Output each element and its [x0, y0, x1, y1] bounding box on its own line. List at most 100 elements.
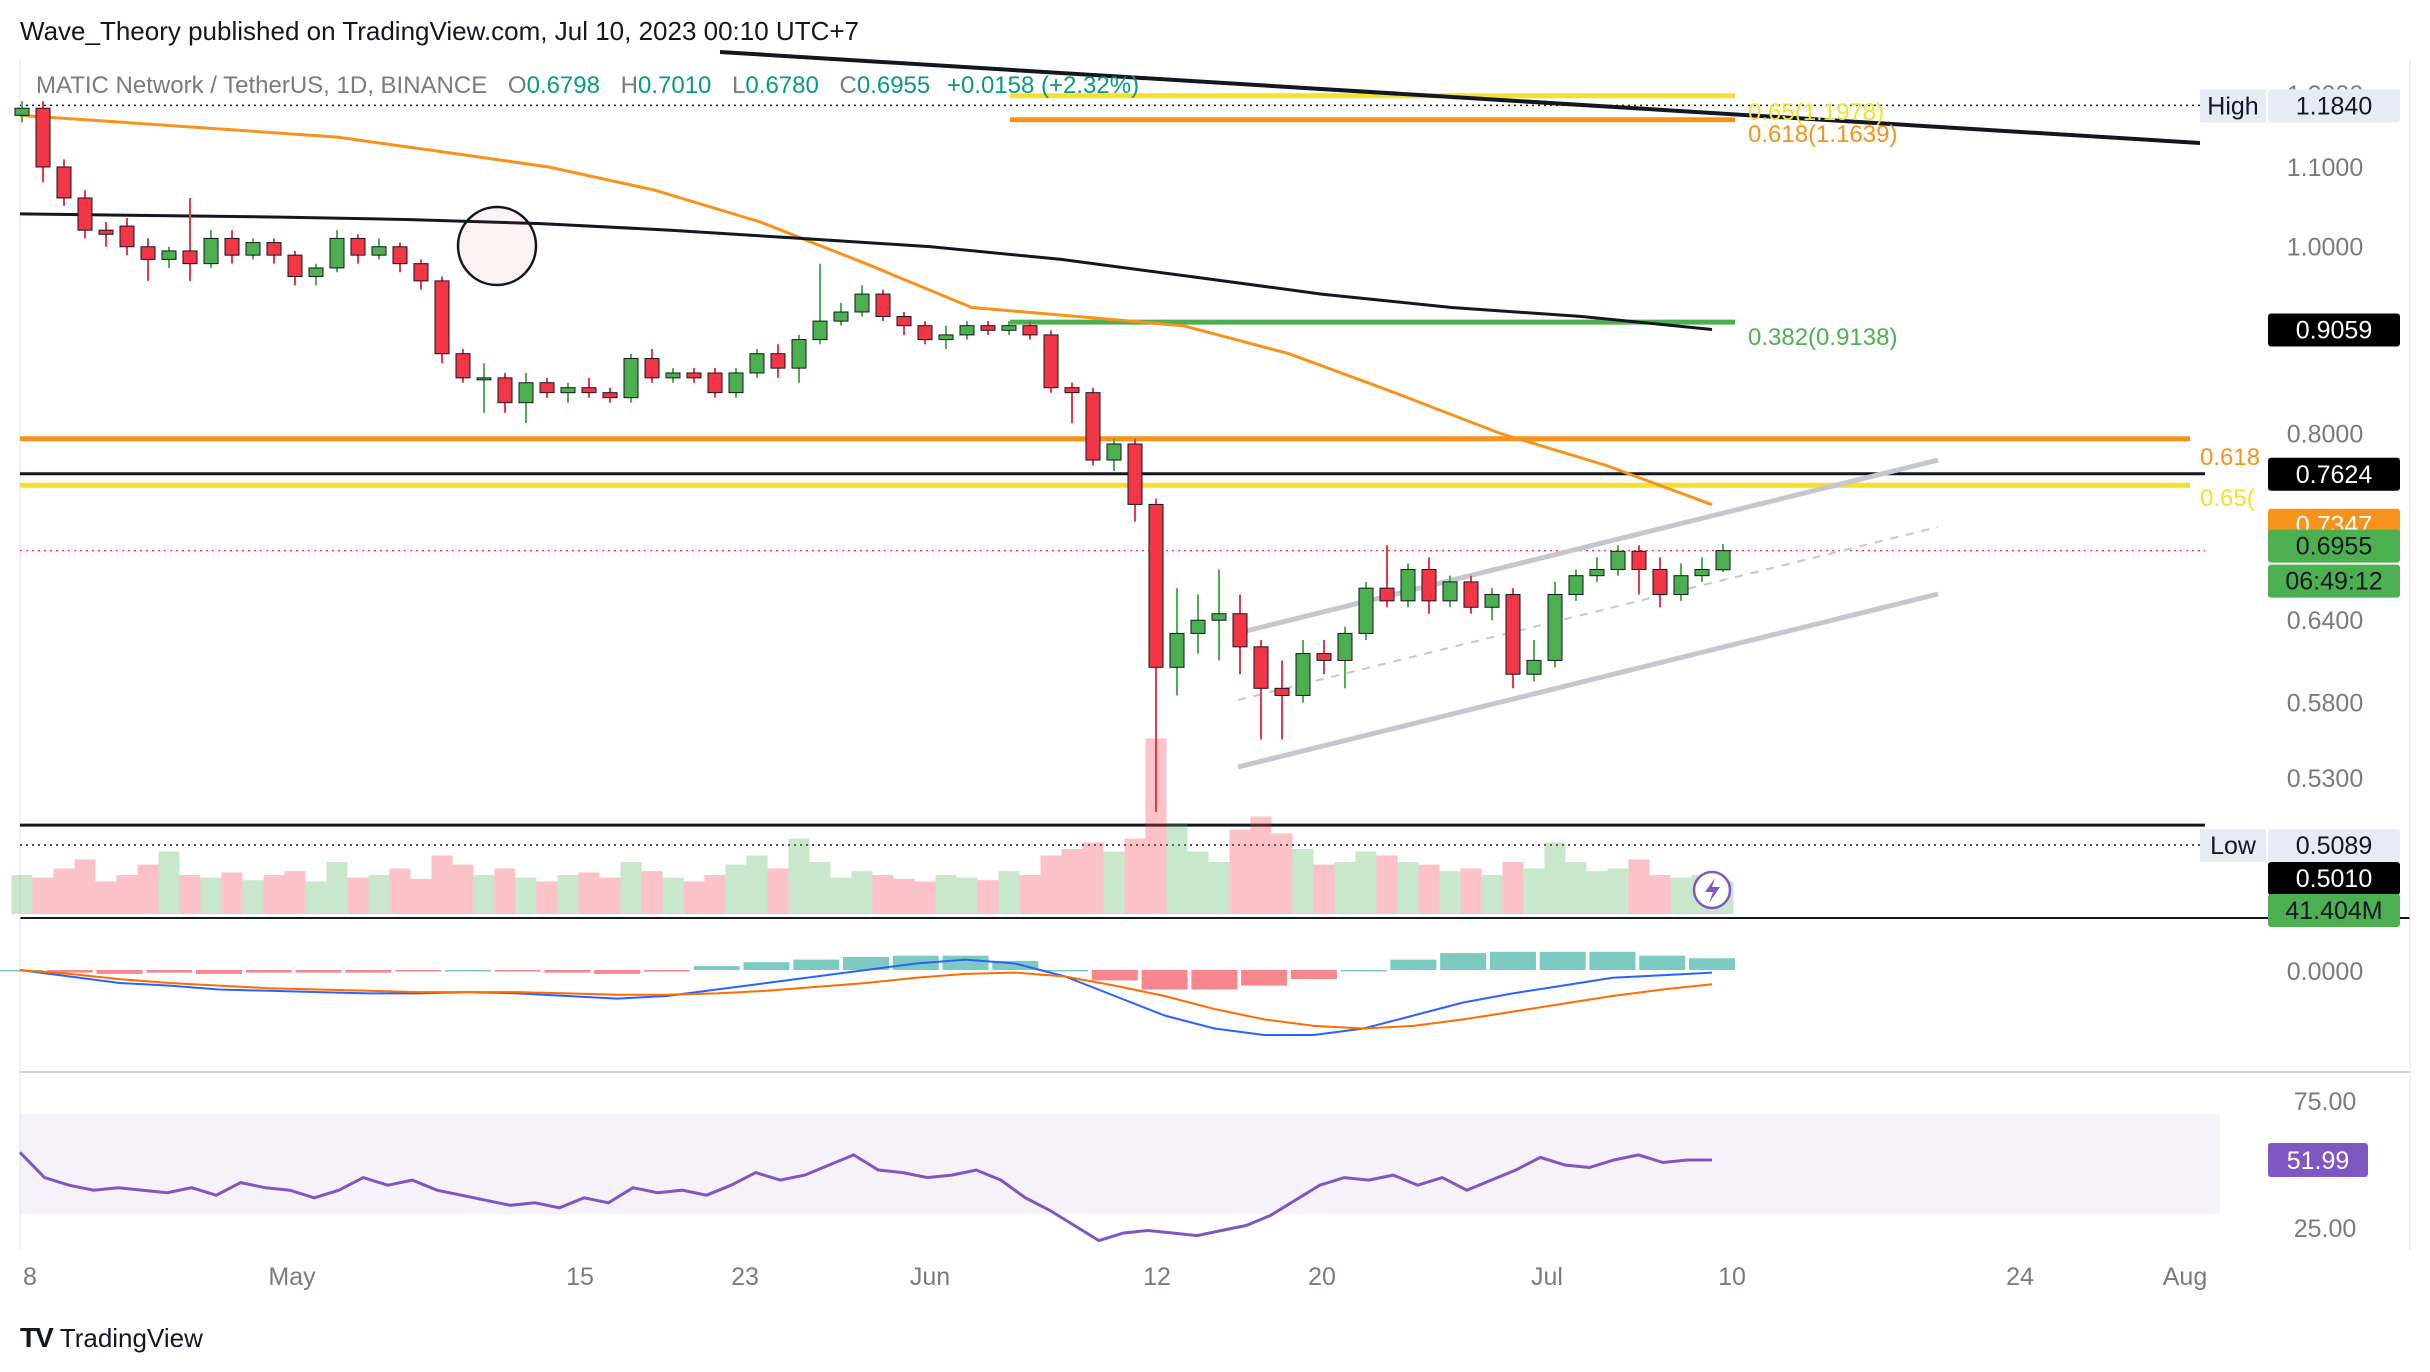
volume-bar	[935, 875, 957, 914]
volume-bar	[998, 871, 1020, 914]
volume-bar	[1103, 851, 1125, 914]
volume-bar	[95, 881, 117, 914]
volume-bar	[956, 877, 978, 914]
candle-body	[1673, 575, 1689, 595]
price-tag-value: 0.6955	[2296, 533, 2372, 561]
candle-body	[1274, 687, 1290, 696]
candle-body	[665, 372, 681, 379]
volume-bar	[242, 880, 264, 914]
candle-body	[1652, 568, 1668, 595]
volume-bar	[620, 862, 642, 914]
volume-bar	[1355, 851, 1377, 914]
candle-body	[1463, 581, 1479, 608]
volume-bar	[410, 878, 432, 914]
time-axis: 8 May 15 23 Jun 12 20 Jul 10 24 Aug	[23, 1263, 2207, 1291]
volume-bar	[1124, 838, 1146, 914]
volume-bar	[662, 877, 684, 914]
price-tick-label: 1.1000	[2287, 154, 2363, 182]
candle-body	[371, 246, 387, 256]
macd-histogram-bar	[843, 957, 889, 970]
candle-body	[1568, 575, 1584, 595]
volume-bar	[11, 875, 33, 914]
symbol-header: MATIC Network / TetherUS, 1D, BINANCE O0…	[36, 72, 1139, 100]
macd-histogram-bar	[1539, 951, 1586, 970]
price-change: +0.0158 (+2.32%)	[946, 72, 1140, 99]
candle-body	[1547, 593, 1563, 661]
volume-bar	[1313, 864, 1335, 914]
candle-body	[56, 166, 72, 199]
volume-bar	[221, 872, 243, 914]
rsi-line	[18, 1151, 1712, 1243]
ohlc-low-key: L	[732, 72, 746, 99]
candle-body	[1337, 632, 1353, 661]
macd-histogram-bar	[544, 970, 591, 973]
candle-body	[938, 334, 954, 341]
macd-histogram-bar	[96, 970, 143, 974]
macd-histogram-bar	[245, 970, 292, 973]
volume-bar	[977, 880, 999, 914]
candle-body	[518, 382, 534, 404]
candle-body	[1232, 613, 1248, 648]
price-tag	[2268, 313, 2400, 347]
candle-body	[287, 254, 303, 278]
candle-body	[1043, 334, 1059, 389]
volume-bar	[1187, 851, 1209, 914]
footer-brand[interactable]: TV TradingView	[20, 1322, 203, 1354]
volume-bar	[1082, 842, 1104, 914]
macd-histogram-bar	[1141, 970, 1188, 990]
time-tick-label: Aug	[2163, 1263, 2207, 1291]
volume-bar	[116, 875, 138, 914]
candle-body	[434, 280, 450, 355]
ohlc-open-value: 0.6798	[526, 72, 600, 99]
candle-body	[1400, 568, 1416, 602]
candle-body	[602, 392, 618, 399]
candle-body	[980, 325, 996, 331]
volume-bar	[1040, 855, 1062, 914]
volume-bar	[788, 838, 810, 914]
candle-body	[1484, 593, 1500, 608]
volume-bar	[1376, 855, 1398, 914]
time-tick-label: 24	[2006, 1263, 2034, 1291]
candle-body	[1715, 550, 1731, 571]
volume-bar	[851, 871, 873, 914]
volume-bar	[1502, 862, 1524, 914]
volume-bar	[1649, 875, 1671, 914]
candle-body	[1526, 659, 1542, 675]
volume-bar	[641, 871, 663, 914]
candle-body	[245, 242, 261, 256]
price-tag	[2268, 894, 2400, 927]
volume-bar	[200, 877, 222, 914]
brand-name: TradingView	[59, 1322, 203, 1353]
candle-body	[791, 339, 807, 369]
candle-body	[1589, 568, 1605, 577]
candlesticks	[14, 101, 1731, 813]
macd-histogram-bar	[1689, 958, 1735, 970]
volume-bar	[452, 864, 474, 914]
price-tag-value: 41.404M	[2285, 897, 2382, 925]
volume-bar	[1439, 871, 1461, 914]
candle-body	[1421, 568, 1437, 602]
candle-body	[539, 382, 555, 394]
macd-panel	[0, 951, 1735, 1036]
volume-bar	[1271, 833, 1293, 914]
candle-body	[119, 225, 135, 248]
time-tick-label: Jun	[910, 1263, 950, 1291]
channel-mid	[1237, 526, 1939, 701]
publisher-line: Wave_Theory published on TradingView.com…	[20, 16, 859, 46]
volume-bar	[830, 877, 852, 914]
channel-lower	[1237, 591, 1939, 770]
fib-label: 0.65(1.1978)	[1748, 99, 1884, 126]
candle-body	[917, 325, 933, 341]
candle-body	[1442, 581, 1458, 602]
ema-orange-line	[19, 113, 1713, 507]
volume-bar	[536, 881, 558, 914]
volume-bar	[557, 875, 579, 914]
candle-body	[1295, 653, 1311, 696]
macd-histogram-bar	[295, 970, 342, 973]
volume-bar	[53, 868, 75, 914]
candle-body	[203, 237, 219, 265]
volume-bar	[809, 862, 831, 914]
candle-body	[413, 263, 429, 282]
candle-body	[1211, 613, 1227, 621]
macd-histogram-bar	[1440, 953, 1487, 970]
